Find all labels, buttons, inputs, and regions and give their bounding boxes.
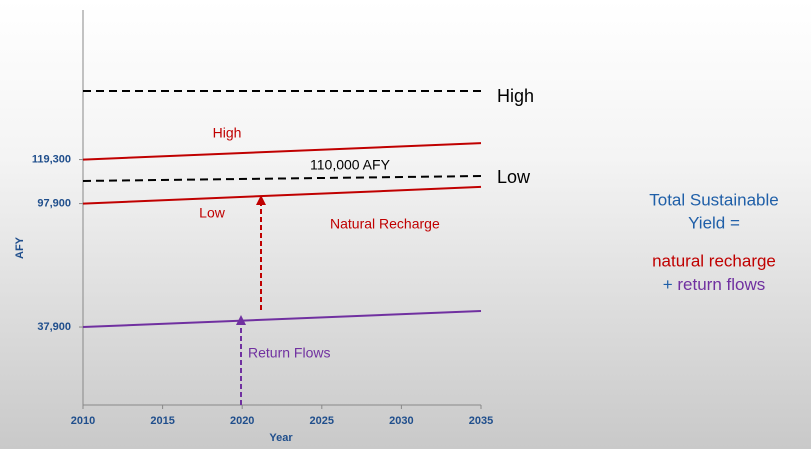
y-tick-label: 97,900	[37, 197, 71, 209]
x-tick-label: 2030	[389, 415, 413, 427]
series-label: Return Flows	[248, 345, 330, 361]
x-tick-label: 2025	[310, 415, 334, 427]
side-line: Yield =	[688, 213, 740, 232]
x-tick-label: 2020	[230, 415, 254, 427]
chart: Year AFY Natural Recharge 110,000 AFY To…	[0, 0, 811, 449]
side-line: Total Sustainable	[649, 190, 778, 209]
annotation: Natural Recharge	[330, 216, 440, 232]
x-tick-label: 2015	[150, 415, 174, 427]
y-tick-label: 37,900	[37, 321, 71, 333]
x-tick-label: 2035	[469, 415, 493, 427]
side-line: natural recharge	[652, 251, 776, 270]
side-line: + return flows	[663, 275, 766, 294]
y-tick-label: 119,300	[32, 153, 71, 165]
page: {"chart_data": {"type": "line", "x_label…	[0, 0, 811, 449]
series-label: High	[213, 125, 242, 141]
series-label: High	[497, 86, 534, 106]
annotation: 110,000 AFY	[310, 157, 391, 173]
return-flows: return flows	[677, 275, 765, 294]
x-axis-label: Year	[269, 432, 293, 444]
plus: +	[663, 275, 673, 294]
x-tick-label: 2010	[71, 415, 95, 427]
series-label: Low	[199, 205, 226, 221]
series-label: Low	[497, 167, 531, 187]
y-axis-label: AFY	[14, 236, 26, 259]
